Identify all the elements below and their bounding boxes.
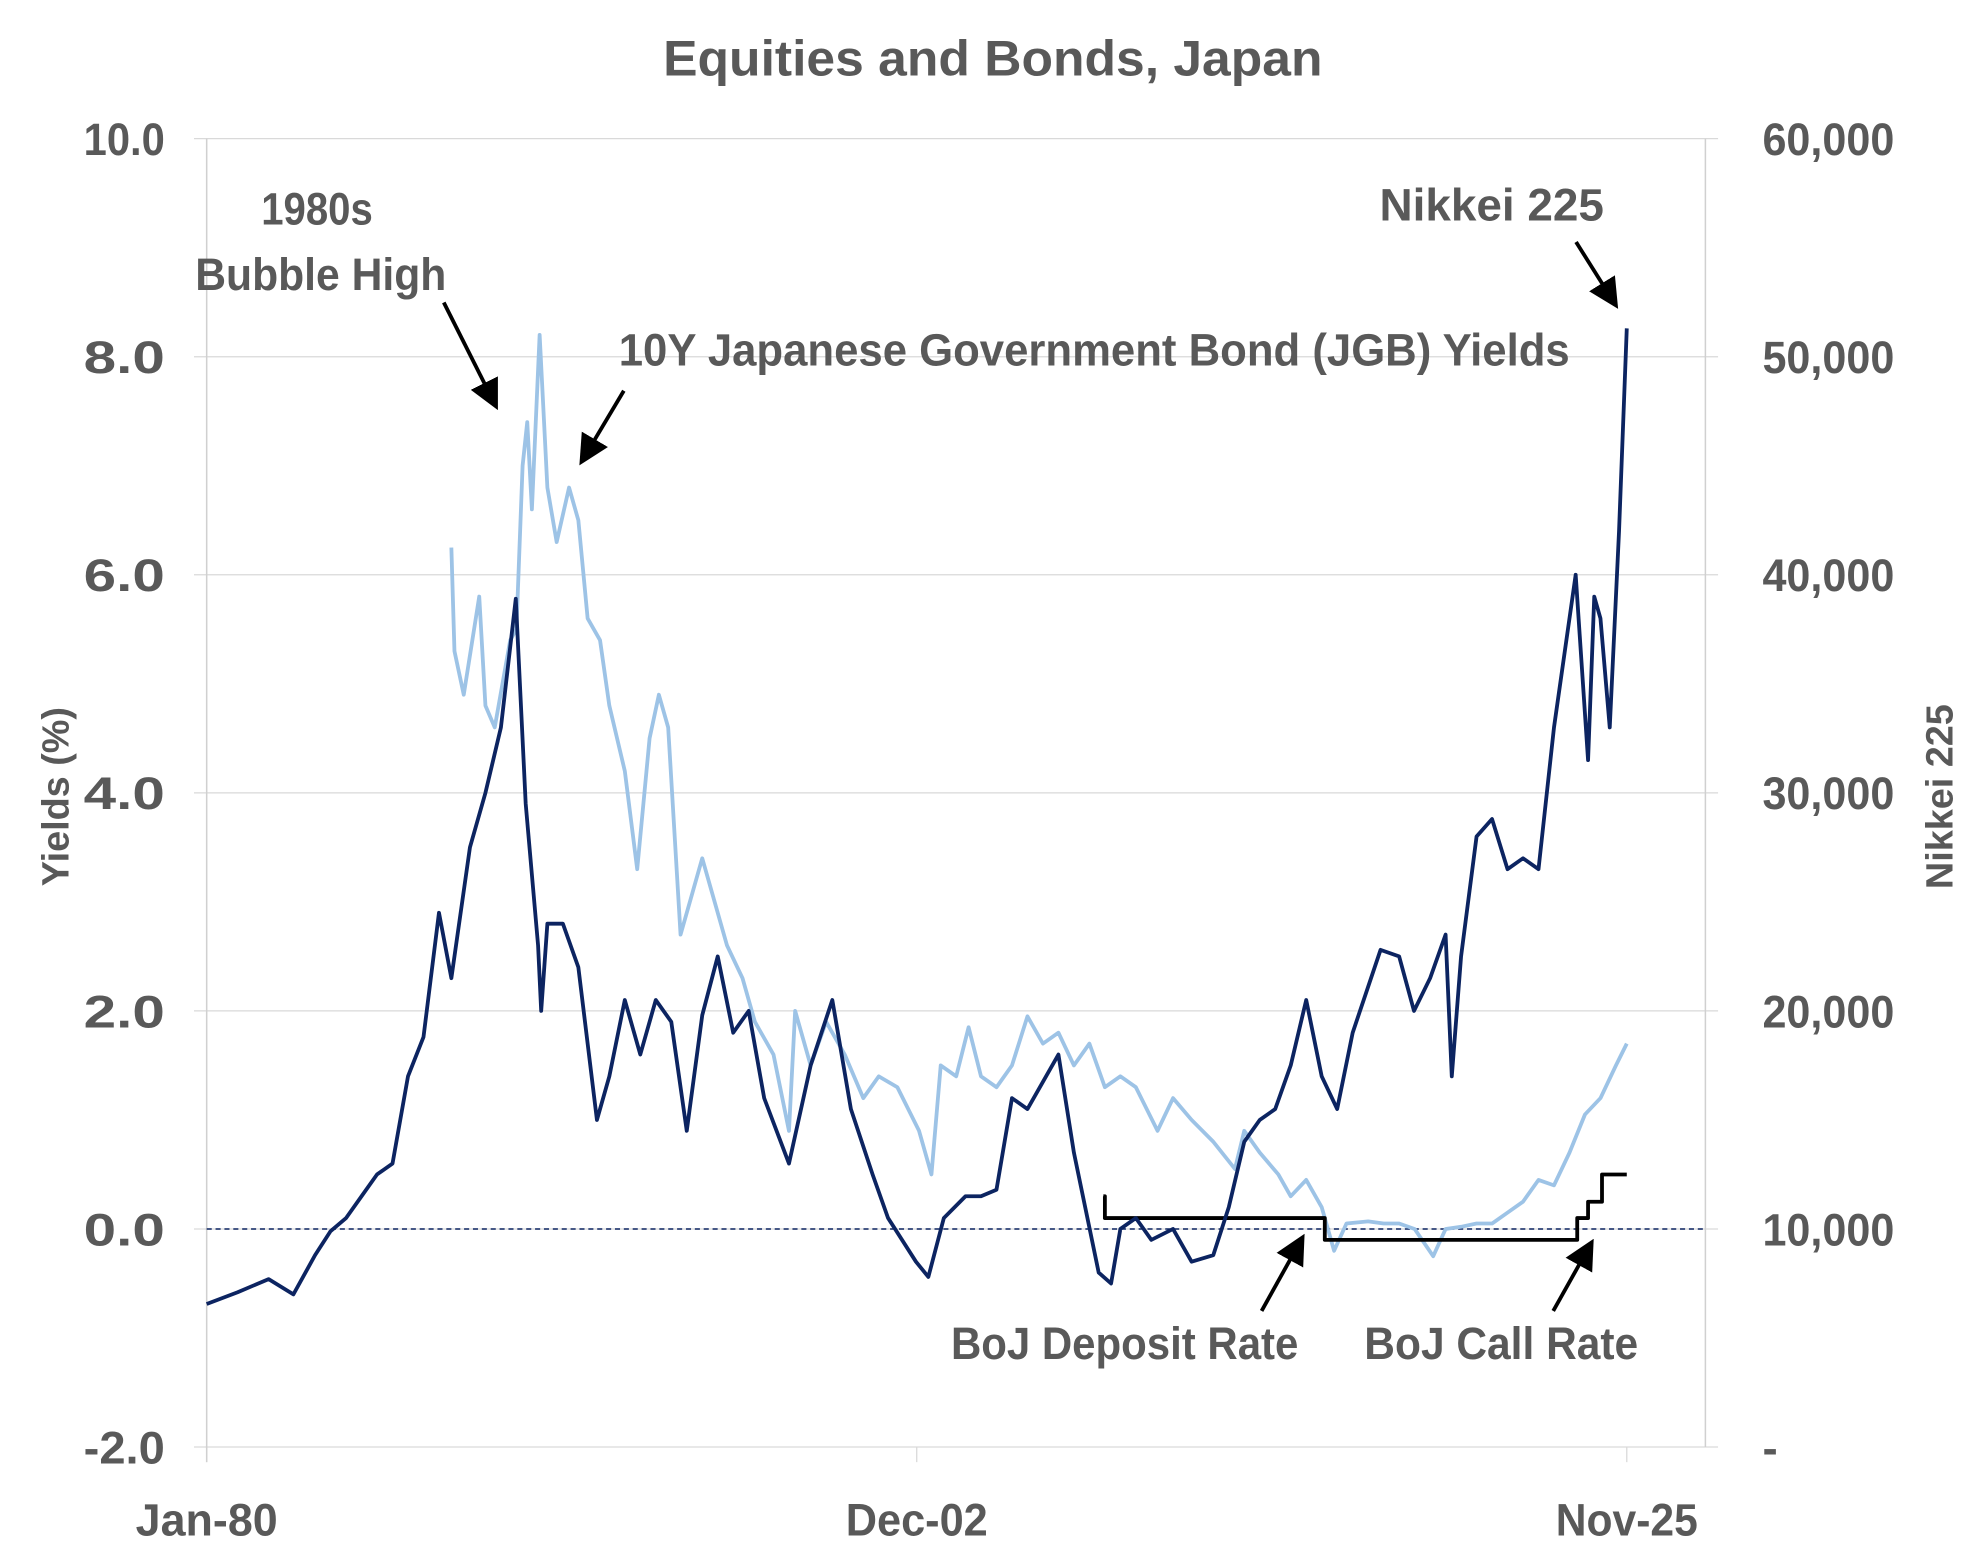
y-tick-label: 4.0	[84, 768, 165, 819]
y-tick-label: 0.0	[84, 1204, 165, 1255]
annotation-jgb: 10Y Japanese Government Bond (JGB) Yield…	[619, 325, 1570, 376]
boj-rate-line	[1102, 1172, 1627, 1242]
y-tick-label: 6.0	[84, 550, 165, 601]
x-tick-label: Jan-80	[136, 1494, 278, 1545]
annotation-bubble-1980s: 1980s	[261, 183, 373, 234]
series-lines	[205, 328, 1629, 1306]
x-tick-labels: Jan-80 Dec-02 Nov-25	[136, 1494, 1698, 1545]
annotation-bubble-high: Bubble High	[195, 249, 446, 300]
y2-tick-label: 60,000	[1762, 114, 1894, 165]
x-tick-label: Dec-02	[846, 1494, 988, 1545]
jgb-yield-line	[449, 333, 1629, 1259]
y2-tick-label: 50,000	[1762, 332, 1894, 383]
jgb-arrow-icon	[579, 389, 626, 466]
y2-tick-label: 40,000	[1762, 550, 1894, 601]
y2-tick-label: 20,000	[1762, 986, 1894, 1037]
deposit-arrow-icon	[1259, 1233, 1305, 1312]
annotation-deposit-rate: BoJ Deposit Rate	[951, 1318, 1298, 1369]
y2-axis-label: Nikkei 225	[1920, 704, 1962, 889]
chart-title: Equities and Bonds, Japan	[663, 30, 1322, 87]
y2-tick-labels: 60,000 50,000 40,000 30,000 20,000 10,000 -	[1762, 114, 1894, 1473]
y-tick-label: 8.0	[84, 332, 165, 383]
annotation-call-rate: BoJ Call Rate	[1364, 1318, 1638, 1369]
annotation-nikkei: Nikkei 225	[1380, 180, 1604, 231]
call-arrow-icon	[1551, 1238, 1594, 1312]
y-axis-label: Yields (%)	[35, 707, 77, 886]
nikkei-arrow-icon	[1574, 241, 1619, 309]
y2-tick-label: 30,000	[1762, 768, 1894, 819]
bubble-arrow-icon	[442, 301, 498, 411]
y-tick-labels: 10.0 8.0 6.0 4.0 2.0 0.0 -2.0	[84, 114, 165, 1473]
nikkei-225-line	[205, 328, 1629, 1306]
y2-tick-label: 10,000	[1762, 1204, 1894, 1255]
y-tick-label: 10.0	[84, 114, 165, 165]
y-tick-label: -2.0	[84, 1423, 165, 1474]
y2-tick-label: -	[1762, 1423, 1777, 1474]
y-tick-label: 2.0	[84, 986, 165, 1037]
x-tick-label: Nov-25	[1556, 1494, 1698, 1545]
